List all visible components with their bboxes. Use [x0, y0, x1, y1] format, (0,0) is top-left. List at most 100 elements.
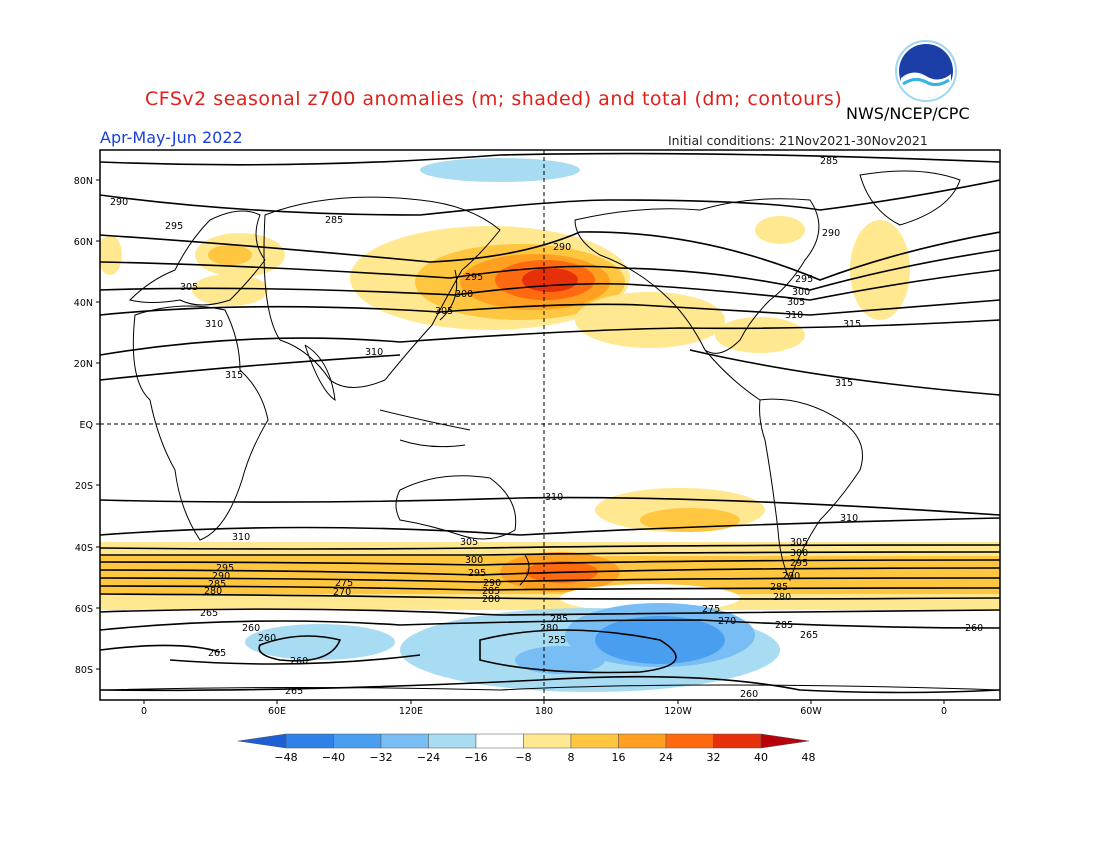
contour-label: 310: [365, 347, 383, 358]
legend-swatch: [238, 733, 287, 749]
lat-label: 60N: [74, 237, 93, 248]
contour-label: 280: [773, 592, 791, 603]
lat-label: 80N: [74, 176, 93, 187]
contour-label: 295: [790, 558, 808, 569]
contour-label: 305: [180, 282, 198, 293]
contour-label: 300: [790, 548, 808, 559]
contour-label: 315: [225, 370, 243, 381]
lon-label: 0: [941, 706, 947, 717]
contour-label: 295: [165, 221, 183, 232]
contour-label: 260: [258, 633, 276, 644]
contour-label: 295: [465, 272, 483, 283]
contour-label: 290: [553, 242, 571, 253]
legend-swatch: [380, 733, 429, 749]
legend-labels: −48 −40 −32 −24 −16 −8 8 16 24 32 40 48: [274, 751, 815, 764]
contour-label: 275: [335, 578, 353, 589]
contour-label: 285: [208, 579, 226, 590]
contour-labels: 285 290 285 295 305 310 310 315 295 300 …: [110, 156, 983, 700]
lat-label: 20S: [75, 481, 93, 492]
legend-tick-label: −24: [417, 751, 440, 764]
contour-label: 280: [482, 594, 500, 605]
contour-label: 310: [840, 513, 858, 524]
contour-label: 270: [718, 616, 736, 627]
contour-label: 285: [820, 156, 838, 167]
legend-tick-label: 32: [707, 751, 721, 764]
contour-label: 290: [483, 578, 501, 589]
forecast-period: Apr-May-Jun 2022: [100, 128, 243, 147]
contour-label: 305: [787, 297, 805, 308]
legend-swatch: [285, 733, 334, 749]
contour-label: 280: [204, 586, 222, 597]
contour-label: 265: [800, 630, 818, 641]
contour-label: 300: [465, 555, 483, 566]
contour-label: 285: [775, 620, 793, 631]
legend-swatch: [333, 733, 382, 749]
legend-tick-label: −32: [369, 751, 392, 764]
lat-label: 20N: [74, 359, 93, 370]
lon-label: 120E: [399, 706, 423, 717]
color-legend: −48 −40 −32 −24 −16 −8 8 16 24 32 40 48: [238, 733, 816, 764]
contour-label: 300: [792, 287, 810, 298]
contour-label: 295: [468, 568, 486, 579]
legend-tick-label: 40: [754, 751, 768, 764]
legend-tick-label: −40: [322, 751, 345, 764]
contour-label: 310: [545, 492, 563, 503]
contour-label: 290: [782, 571, 800, 582]
contour-label: 265: [285, 686, 303, 697]
lat-labels: 80N 60N 40N 20N EQ 20S 40S 60S 80S: [74, 176, 93, 676]
coastlines: [100, 170, 1000, 691]
contour-label: 265: [208, 648, 226, 659]
contour-label: 285: [482, 586, 500, 597]
contour-label: 280: [540, 623, 558, 634]
contour-label: 260: [740, 689, 758, 700]
legend-tick-label: 48: [802, 751, 816, 764]
contour-label: 310: [232, 532, 250, 543]
lon-label: 120W: [664, 706, 692, 717]
contour-label: 275: [702, 604, 720, 615]
lon-label: 0: [141, 706, 147, 717]
contour-label: 260: [242, 623, 260, 634]
legend-swatch: [713, 733, 762, 749]
lat-label: 80S: [75, 665, 93, 676]
contour-label: 270: [333, 587, 351, 598]
initial-conditions: Initial conditions: 21Nov2021-30Nov2021: [668, 133, 928, 148]
contour-label: 315: [835, 378, 853, 389]
lat-label: 40N: [74, 298, 93, 309]
contour-label: 295: [795, 274, 813, 285]
legend-tick-label: 16: [612, 751, 626, 764]
chart-title: CFSv2 seasonal z700 anomalies (m; shaded…: [145, 88, 843, 110]
lat-label: 60S: [75, 604, 93, 615]
legend-tick-label: 24: [659, 751, 673, 764]
legend-swatch: [428, 733, 477, 749]
legend-swatch: [523, 733, 572, 749]
legend-swatch: [475, 733, 524, 749]
legend-tick-label: −16: [464, 751, 487, 764]
contour-label: 260: [290, 656, 308, 667]
legend-tick-label: −8: [515, 751, 531, 764]
contour-label: 255: [548, 635, 566, 646]
legend-swatch: [760, 733, 810, 749]
legend-swatch: [618, 733, 667, 749]
lat-label: 40S: [75, 543, 93, 554]
contour-label: 310: [785, 310, 803, 321]
contour-label: 290: [822, 228, 840, 239]
legend-swatches: [238, 733, 810, 749]
contour-label: 305: [460, 537, 478, 548]
legend-tick-label: 8: [568, 751, 575, 764]
contour-label: 305: [435, 306, 453, 317]
contour-label: 260: [965, 623, 983, 634]
contour-label: 290: [110, 197, 128, 208]
contour-label: 285: [325, 215, 343, 226]
contour-label: 305: [790, 537, 808, 548]
legend-swatch: [570, 733, 619, 749]
height-contours: [100, 152, 1000, 694]
map-frame: [99, 149, 1001, 701]
contour-label: 300: [455, 289, 473, 300]
lon-label: 180: [535, 706, 553, 717]
contour-label: 285: [770, 582, 788, 593]
legend-swatch: [665, 733, 714, 749]
lon-labels: 0 60E 120E 180 120W 60W 0: [141, 706, 947, 717]
agency-label: NWS/NCEP/CPC: [846, 104, 970, 123]
contour-label: 265: [200, 608, 218, 619]
